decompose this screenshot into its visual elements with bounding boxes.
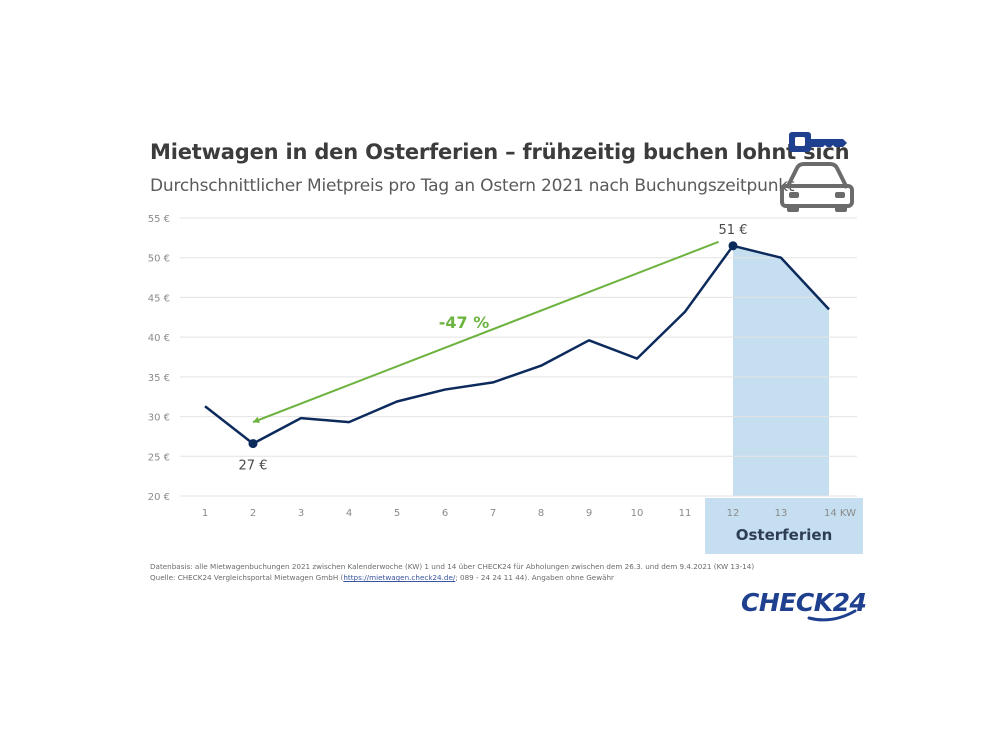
y-tick-label: 30 €: [148, 413, 170, 424]
car-wheel-left: [787, 204, 799, 212]
source-link[interactable]: https://mietwagen.check24.de/: [343, 573, 456, 582]
x-tick-label: 1: [202, 508, 208, 519]
car-base-shape: [780, 184, 854, 208]
footnote-line-2-prefix: Quelle: CHECK24 Vergleichsportal Mietwag…: [150, 573, 344, 582]
car-body-shape: [785, 162, 849, 189]
car-light-right: [835, 192, 845, 198]
car-light-left: [789, 192, 799, 198]
trend-arrowhead: [253, 416, 260, 424]
car-key-icon: [780, 132, 854, 212]
x-tick-label: 3: [298, 508, 304, 519]
logo-swoosh-icon: [807, 609, 857, 622]
highlight-area: [733, 245, 829, 496]
y-tick-label: 50 €: [148, 254, 170, 265]
chart-subtitle: Durchschnittlicher Mietpreis pro Tag an …: [150, 176, 795, 196]
trend-label: -47 %: [439, 313, 490, 332]
x-tick-label: 8: [538, 508, 544, 519]
y-tick-label: 55 €: [148, 214, 170, 225]
y-tick-label: 45 €: [148, 293, 170, 304]
x-tick-label: 12: [727, 508, 740, 519]
footnote: Datenbasis: alle Mietwagenbuchungen 2021…: [150, 561, 754, 583]
series-line: [204, 244, 830, 445]
y-tick-label: 25 €: [148, 452, 170, 463]
x-tick-label: 7: [490, 508, 496, 519]
highlight-box: [705, 498, 863, 554]
x-tick-label: 13: [775, 508, 788, 519]
footnote-line-1: Datenbasis: alle Mietwagenbuchungen 2021…: [150, 562, 755, 571]
trend-line: [252, 240, 719, 424]
chart-title: Mietwagen in den Osterferien – frühzeiti…: [150, 140, 850, 164]
footnote-line-2: Quelle: CHECK24 Vergleichsportal Mietwag…: [150, 572, 754, 583]
max-data-label: 51 €: [719, 223, 748, 238]
x-tick-label: 6: [442, 508, 448, 519]
x-tick-label: 2: [250, 508, 256, 519]
min-point: [248, 439, 258, 449]
y-tick-label: 35 €: [148, 373, 170, 384]
max-point: [728, 241, 738, 251]
x-tick-label: 5: [394, 508, 400, 519]
y-tick-label: 20 €: [148, 492, 170, 503]
highlight-label: Osterferien: [736, 526, 833, 544]
x-tick-label: 11: [679, 508, 692, 519]
car-wheel-right: [835, 204, 847, 212]
x-tick-label: 4: [346, 508, 352, 519]
check24-logo: CHECK24: [741, 588, 867, 617]
footnote-line-2-suffix: ; 089 - 24 24 11 44). Angaben ohne Gewäh…: [455, 573, 614, 582]
x-tick-label: 10: [631, 508, 644, 519]
key-blade-shape: [811, 139, 847, 147]
x-tick-label: 14 KW: [824, 508, 856, 519]
min-data-label: 27 €: [239, 459, 268, 474]
x-tick-label: 9: [586, 508, 592, 519]
y-tick-label: 40 €: [148, 333, 170, 344]
key-hole-shape: [795, 137, 805, 146]
